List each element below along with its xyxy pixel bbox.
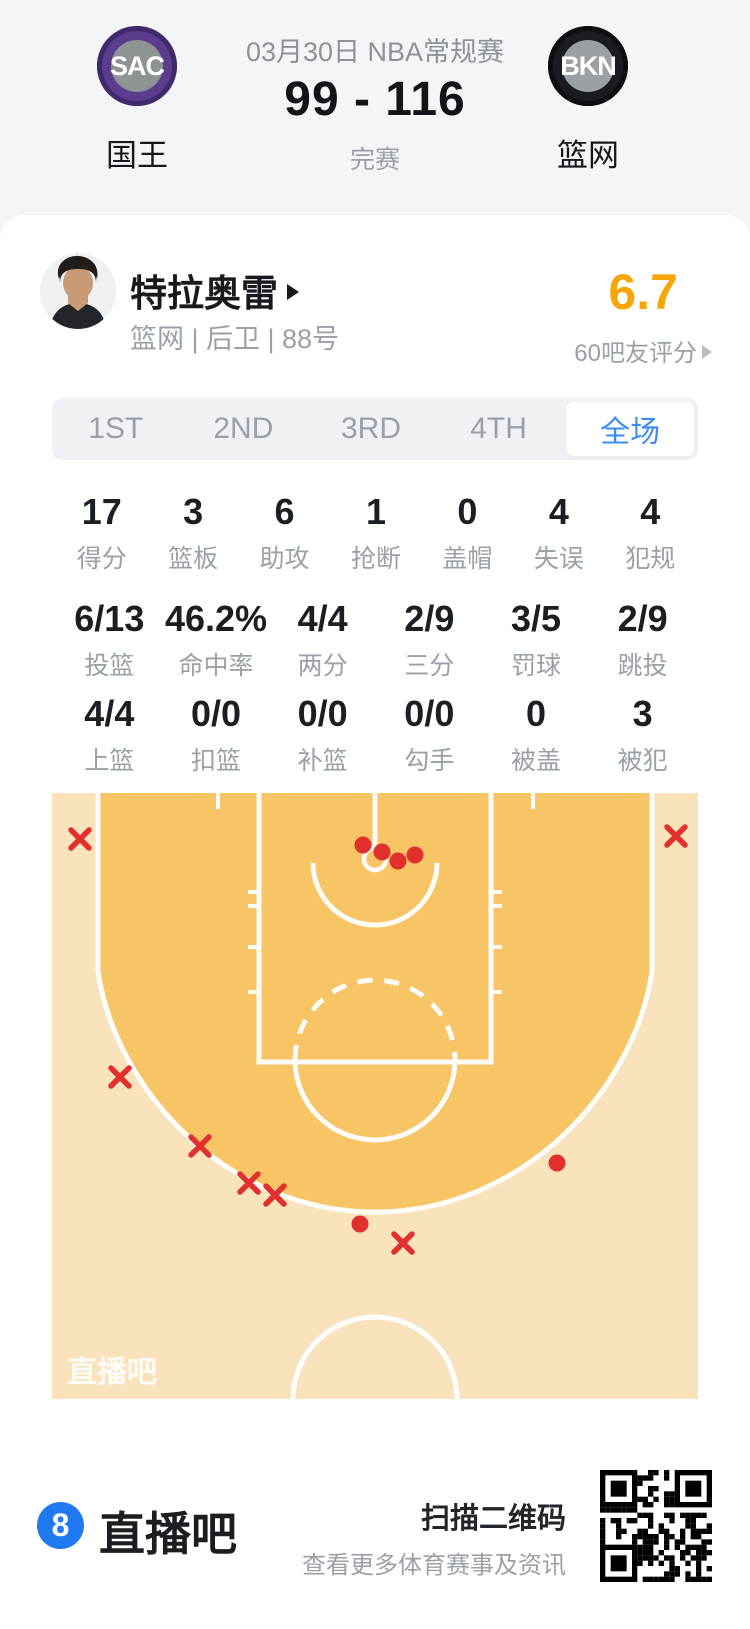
tab-4th[interactable]: 4TH	[470, 412, 527, 445]
footer-brand: 直播吧	[99, 1508, 237, 1560]
player-name: 特拉奥雷	[130, 273, 278, 314]
rating-caption: 60吧友评分	[574, 340, 697, 367]
zhibo8-logo-icon: 8	[37, 1502, 84, 1549]
stat-rebounds: 3 篮板	[168, 491, 219, 574]
home-team-abbr: SAC	[109, 50, 165, 81]
stat-points: 17 得分	[76, 491, 127, 574]
stats-row-shooting: 6/13 投篮 46.2% 命中率 4/4 两分 2/9 三分 3/5 罚球 2…	[56, 599, 696, 682]
quarter-tabbar: 1ST 2ND 3RD 4TH 全场	[52, 398, 698, 460]
made-shot-marker	[351, 1215, 369, 1233]
player-avatar-image	[40, 253, 116, 329]
made-shot-marker	[354, 836, 372, 854]
stat-2pt: 4/4 两分	[297, 598, 348, 681]
stat-blocked: 0 被盖	[510, 693, 561, 776]
stat-ft: 3/5 罚球	[510, 598, 562, 681]
away-team-abbr: BKN	[560, 50, 617, 81]
match-status: 完赛	[349, 146, 400, 174]
qr-code-image	[600, 1470, 712, 1582]
away-team-logo-icon: BKN	[548, 26, 628, 106]
made-shot-marker	[548, 1154, 566, 1172]
stat-fouled: 3 被犯	[617, 693, 668, 776]
stats-row-basic: 17 得分 3 篮板 6 助攻 1 抢断 0 盖帽 4 失误	[56, 492, 696, 575]
shot-markers	[68, 824, 688, 1255]
made-shot-marker	[373, 843, 391, 861]
home-team[interactable]: SAC 国王	[57, 0, 217, 215]
missed-shot-marker	[68, 827, 92, 851]
home-team-name: 国王	[106, 138, 168, 173]
stat-layup: 4/4 上篮	[84, 693, 135, 776]
qr-title: 扫描二维码	[420, 1503, 566, 1535]
qr-code	[600, 1470, 712, 1582]
chevron-right-icon	[702, 344, 712, 359]
court-svg: 直播吧	[52, 787, 698, 1400]
scoreboard-header: 03月30日 NBA常规赛 99 - 116 完赛 SAC 国王 BKN 篮网	[0, 0, 750, 215]
rating-caption-link[interactable]: 60吧友评分	[574, 333, 712, 368]
missed-shot-marker	[188, 1134, 212, 1158]
chevron-right-icon	[287, 283, 299, 300]
stat-fouls: 4 犯规	[625, 491, 676, 574]
missed-shot-marker	[664, 824, 688, 848]
player-card: 特拉奥雷 篮网 | 后卫 | 88号 6.7 60吧友评分 1ST 2ND 3R…	[0, 215, 750, 1629]
away-team[interactable]: BKN 篮网	[508, 0, 668, 215]
match-date: 03月30日 NBA常规赛	[245, 37, 505, 67]
stat-fg: 6/13 投篮	[74, 598, 145, 681]
made-shot-marker	[406, 846, 424, 864]
tab-3rd[interactable]: 3RD	[340, 412, 401, 445]
stat-hook: 0/0 勾手	[404, 693, 455, 776]
tab-1st[interactable]: 1ST	[88, 412, 144, 445]
home-team-logo-icon: SAC	[97, 26, 177, 106]
stat-dunk: 0/0 扣篮	[190, 693, 242, 776]
missed-shot-marker	[391, 1231, 415, 1255]
missed-shot-marker	[263, 1183, 287, 1207]
stat-turnovers: 4 失误	[533, 491, 584, 574]
rating-block: 6.7 60吧友评分	[574, 265, 712, 368]
away-team-name: 篮网	[557, 138, 619, 173]
player-avatar	[40, 253, 116, 329]
rating-value: 6.7	[608, 264, 678, 320]
home-logo-ball-icon	[111, 40, 163, 92]
stat-assists: 6 助攻	[259, 491, 310, 574]
stat-putback: 0/0 补篮	[297, 693, 348, 776]
qr-subtitle: 查看更多体育赛事及资讯	[302, 1552, 566, 1579]
court-two-point-zone	[98, 793, 652, 1212]
stat-steals: 1 抢断	[350, 491, 401, 574]
match-score: 99 - 116	[284, 73, 466, 126]
player-name-link[interactable]: 特拉奥雷	[130, 263, 299, 317]
court-watermark: 直播吧	[67, 1356, 157, 1389]
qr-caption-block: 扫描二维码 查看更多体育赛事及资讯	[302, 1495, 566, 1580]
missed-shot-marker	[108, 1065, 132, 1089]
shot-chart-court: 直播吧	[52, 787, 698, 1400]
stat-3pt: 2/9 三分	[404, 598, 455, 681]
away-logo-ball-icon	[562, 40, 614, 92]
made-shot-marker	[389, 852, 407, 870]
stat-blocks: 0 盖帽	[442, 491, 493, 574]
stats-row-shot-types: 4/4 上篮 0/0 扣篮 0/0 补篮 0/0 勾手 0 被盖 3 被犯	[56, 694, 696, 777]
player-meta: 篮网 | 后卫 | 88号	[130, 324, 340, 354]
stat-fg-pct: 46.2% 命中率	[164, 598, 268, 681]
tab-full-game[interactable]: 全场	[566, 402, 694, 456]
missed-shot-marker	[237, 1171, 261, 1195]
stat-jumpshot: 2/9 跳投	[617, 598, 668, 681]
tab-2nd[interactable]: 2ND	[213, 412, 274, 445]
